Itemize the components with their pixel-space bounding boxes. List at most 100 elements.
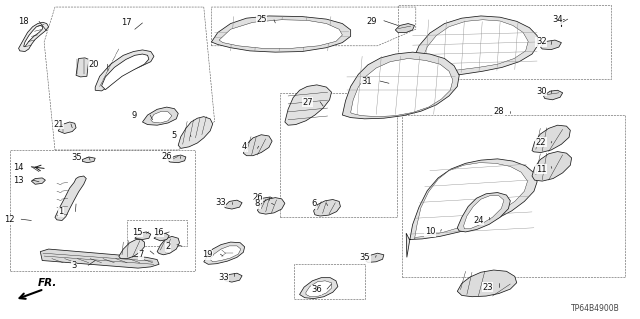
Circle shape (220, 251, 230, 256)
Text: 18: 18 (19, 17, 29, 26)
Circle shape (228, 202, 237, 207)
Polygon shape (243, 135, 272, 156)
Polygon shape (31, 178, 45, 184)
Polygon shape (419, 20, 528, 74)
Text: 29: 29 (367, 17, 377, 26)
Text: 17: 17 (121, 19, 131, 27)
Polygon shape (300, 278, 338, 299)
Text: 8: 8 (255, 199, 260, 208)
Polygon shape (24, 26, 43, 47)
Polygon shape (464, 196, 504, 229)
Circle shape (401, 80, 416, 88)
Text: 26: 26 (252, 193, 263, 202)
Text: 32: 32 (536, 38, 547, 47)
Polygon shape (210, 246, 241, 262)
Polygon shape (154, 233, 170, 241)
Text: 12: 12 (4, 215, 14, 224)
Circle shape (262, 199, 270, 203)
Text: TP64B4900B: TP64B4900B (572, 304, 620, 313)
Polygon shape (95, 50, 154, 91)
Polygon shape (151, 111, 172, 123)
Text: 22: 22 (536, 137, 547, 146)
Text: 28: 28 (493, 108, 504, 116)
Circle shape (463, 194, 481, 203)
Polygon shape (157, 236, 179, 255)
Text: 9: 9 (132, 111, 137, 120)
Polygon shape (19, 22, 49, 51)
Text: 30: 30 (536, 87, 547, 96)
Text: 33: 33 (215, 198, 226, 207)
Circle shape (85, 158, 93, 161)
Polygon shape (219, 20, 342, 48)
Polygon shape (55, 176, 86, 220)
Text: 31: 31 (362, 77, 372, 86)
Polygon shape (396, 24, 415, 33)
Circle shape (448, 41, 470, 52)
Circle shape (228, 275, 237, 280)
Polygon shape (211, 16, 351, 52)
Text: 3: 3 (71, 261, 76, 271)
Circle shape (156, 113, 168, 119)
Text: 23: 23 (482, 283, 493, 292)
Text: 1: 1 (58, 207, 63, 216)
Polygon shape (406, 159, 537, 257)
Polygon shape (532, 152, 572, 181)
Polygon shape (257, 197, 285, 214)
Text: 14: 14 (13, 163, 24, 172)
Polygon shape (40, 249, 159, 268)
Polygon shape (58, 122, 76, 133)
Polygon shape (342, 52, 460, 119)
Polygon shape (285, 85, 332, 125)
Polygon shape (143, 107, 178, 125)
Text: 6: 6 (311, 199, 316, 208)
Polygon shape (306, 281, 332, 297)
Circle shape (216, 249, 235, 258)
Text: 35: 35 (360, 254, 370, 263)
Text: 11: 11 (536, 165, 547, 174)
Text: 7: 7 (138, 250, 143, 259)
Text: 15: 15 (132, 228, 142, 237)
Text: 10: 10 (425, 227, 435, 236)
Polygon shape (224, 273, 242, 282)
Polygon shape (410, 16, 538, 78)
Polygon shape (532, 125, 570, 152)
Text: 25: 25 (256, 15, 267, 24)
Text: 13: 13 (13, 176, 24, 185)
Text: FR.: FR. (38, 278, 57, 288)
Text: 27: 27 (302, 98, 313, 107)
Text: 26: 26 (162, 152, 172, 161)
Polygon shape (102, 54, 149, 90)
Polygon shape (119, 240, 145, 259)
Circle shape (371, 256, 379, 260)
Polygon shape (257, 197, 275, 206)
Circle shape (309, 283, 328, 293)
Polygon shape (204, 242, 244, 264)
Polygon shape (458, 270, 516, 297)
Polygon shape (366, 253, 384, 263)
Circle shape (394, 77, 422, 91)
Text: 4: 4 (242, 142, 247, 151)
Text: 33: 33 (218, 272, 228, 281)
Polygon shape (135, 232, 151, 240)
Polygon shape (178, 117, 212, 148)
Text: 36: 36 (311, 285, 322, 294)
Polygon shape (224, 200, 242, 209)
Polygon shape (415, 163, 527, 239)
Polygon shape (458, 193, 510, 232)
Polygon shape (83, 157, 95, 163)
Polygon shape (543, 90, 563, 100)
Circle shape (477, 38, 495, 47)
Polygon shape (76, 58, 89, 77)
Polygon shape (168, 155, 186, 163)
Text: 19: 19 (202, 250, 212, 259)
Text: 34: 34 (552, 15, 563, 24)
Text: 5: 5 (172, 131, 177, 140)
Polygon shape (540, 40, 561, 50)
Circle shape (271, 28, 294, 40)
Polygon shape (314, 199, 340, 216)
Text: 16: 16 (153, 228, 163, 237)
Circle shape (456, 190, 488, 206)
Text: 20: 20 (89, 60, 99, 69)
Polygon shape (351, 58, 453, 117)
Text: 21: 21 (53, 120, 63, 129)
